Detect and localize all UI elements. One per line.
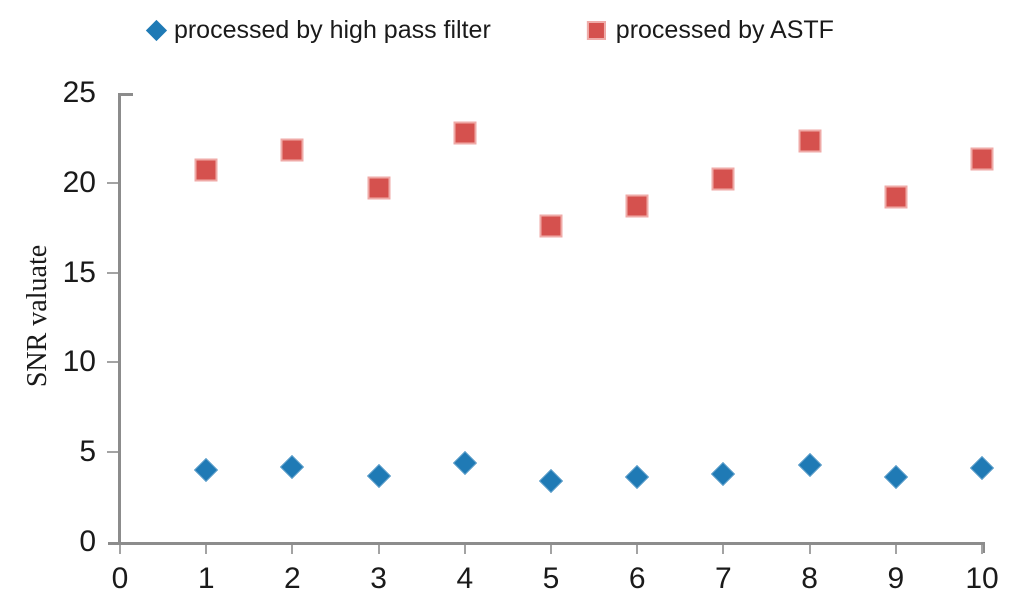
data-point-square	[970, 147, 994, 171]
data-point-diamond	[969, 456, 995, 481]
data-point-diamond	[366, 463, 391, 488]
x-tick-label: 6	[628, 562, 646, 595]
x-tick-mark	[550, 545, 552, 554]
x-tick-mark	[981, 545, 983, 554]
x-tick-label: 4	[456, 562, 474, 595]
y-tick-label: 5	[79, 435, 96, 469]
y-tick-label: 25	[62, 76, 96, 109]
y-tick-label: 15	[62, 255, 96, 289]
x-tick-mark	[894, 545, 897, 554]
data-point-square	[280, 138, 304, 162]
legend-label: processed by high pass filter	[173, 16, 491, 44]
x-tick-label: 0	[111, 562, 129, 595]
data-point-square	[711, 167, 735, 191]
y-tick-mark	[107, 181, 118, 184]
x-tick-mark	[636, 545, 639, 554]
data-point-square	[625, 194, 649, 218]
y-tick-label: 10	[62, 345, 96, 379]
x-axis-end-cap	[982, 542, 985, 553]
data-point-square	[194, 158, 218, 182]
data-point-diamond	[452, 450, 477, 475]
x-tick-label: 1	[197, 562, 215, 595]
x-tick-mark	[808, 545, 811, 554]
y-tick-mark	[107, 451, 118, 454]
legend-item-astf: processed by ASTF	[586, 16, 834, 45]
data-point-diamond	[711, 461, 736, 486]
x-tick-label: 9	[887, 562, 905, 595]
y-tick-mark	[107, 271, 118, 274]
legend-item-high-pass-filter: processed by high pass filter	[145, 16, 491, 45]
red-square-legend-icon	[586, 21, 606, 40]
x-tick-mark	[291, 545, 294, 554]
data-point-diamond	[883, 465, 908, 490]
data-point-square	[367, 176, 391, 200]
data-point-square	[539, 214, 563, 238]
y-tick-label: 0	[79, 525, 96, 558]
x-tick-label: 7	[715, 562, 732, 595]
y-axis-line	[118, 93, 121, 543]
data-point-square	[453, 121, 477, 144]
x-tick-mark	[722, 545, 725, 554]
y-tick-label: 20	[62, 165, 96, 199]
data-point-diamond	[538, 468, 564, 493]
x-tick-mark	[119, 545, 121, 554]
blue-diamond-legend-icon	[145, 19, 168, 42]
data-point-square	[884, 185, 908, 209]
y-axis-top-cap	[118, 93, 133, 96]
data-point-diamond	[194, 458, 219, 483]
data-point-diamond	[625, 465, 650, 490]
data-point-diamond	[797, 452, 822, 477]
legend-label: processed by ASTF	[615, 16, 834, 44]
y-tick-mark	[107, 361, 118, 364]
x-tick-mark	[377, 545, 380, 554]
chart-legend: processed by high pass filter processed …	[145, 16, 834, 45]
x-tick-label: 3	[370, 562, 387, 595]
x-tick-mark	[463, 545, 466, 554]
x-tick-mark	[205, 545, 208, 554]
x-tick-label: 2	[284, 562, 301, 595]
x-tick-label: 10	[965, 562, 999, 595]
x-axis-line	[108, 542, 985, 545]
data-point-diamond	[280, 454, 305, 479]
data-point-square	[798, 129, 822, 153]
x-tick-label: 8	[801, 562, 818, 595]
x-tick-label: 5	[542, 562, 560, 595]
